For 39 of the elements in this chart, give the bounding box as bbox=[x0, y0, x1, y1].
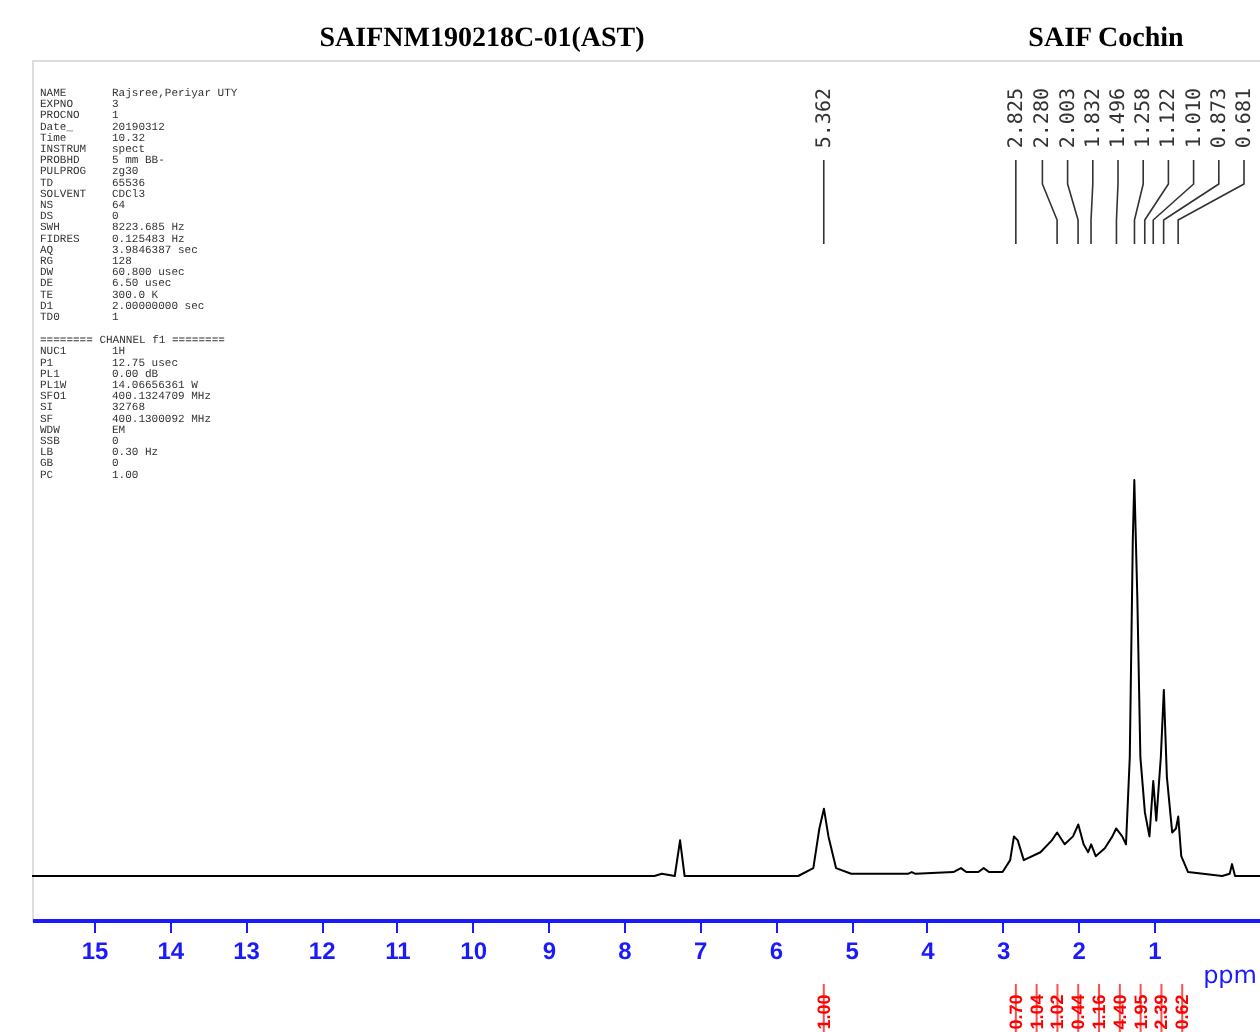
text: 5.362 bbox=[813, 88, 836, 149]
text: 1.02 bbox=[1047, 994, 1068, 1030]
text: 1.496 bbox=[1108, 88, 1130, 149]
chart-subtitle: SAIF Cochin bbox=[1028, 24, 1185, 54]
text: 1.258 bbox=[1133, 88, 1156, 149]
text: 0.62 bbox=[1172, 994, 1193, 1030]
x-tick-label: 10 bbox=[460, 937, 488, 965]
x-tick-label: 11 bbox=[385, 937, 412, 965]
text: 4.40 bbox=[1109, 994, 1130, 1030]
text: 1.00 bbox=[813, 994, 834, 1030]
text: 1.010 bbox=[1183, 88, 1206, 149]
text: 0.873 bbox=[1208, 88, 1231, 149]
x-tick-label: 1 bbox=[1148, 937, 1163, 965]
text: 0.681 bbox=[1234, 88, 1256, 149]
x-tick-label: 5 bbox=[845, 937, 860, 965]
x-tick-label: 9 bbox=[542, 937, 557, 965]
text: 2.39 bbox=[1151, 994, 1172, 1030]
text: 2.280 bbox=[1032, 88, 1055, 149]
text: 0.70 bbox=[1005, 994, 1026, 1030]
x-tick-label: 13 bbox=[233, 937, 261, 965]
x-tick-label: 7 bbox=[694, 937, 709, 965]
x-tick-label: 2 bbox=[1072, 937, 1087, 965]
text: 1.04 bbox=[1026, 994, 1047, 1030]
x-tick-label: 8 bbox=[618, 937, 633, 965]
x-tick-label: 6 bbox=[769, 937, 784, 965]
x-axis-title: ppm bbox=[1203, 961, 1257, 989]
text: 1.95 bbox=[1130, 994, 1151, 1030]
x-tick-label: 12 bbox=[308, 937, 337, 965]
x-tick-label: 3 bbox=[996, 937, 1011, 965]
text: 0.44 bbox=[1068, 994, 1089, 1030]
text: 2.003 bbox=[1057, 88, 1080, 149]
chart-title: SAIFNM190218C-01(AST) bbox=[319, 24, 646, 54]
text: 2.825 bbox=[1005, 88, 1028, 149]
x-tick-label: 4 bbox=[921, 937, 936, 965]
x-tick-label: 15 bbox=[81, 937, 110, 965]
text: 1.16 bbox=[1089, 994, 1110, 1030]
text: 1.122 bbox=[1158, 88, 1181, 149]
text: 1.832 bbox=[1082, 88, 1105, 149]
x-tick-label: 14 bbox=[157, 937, 185, 965]
